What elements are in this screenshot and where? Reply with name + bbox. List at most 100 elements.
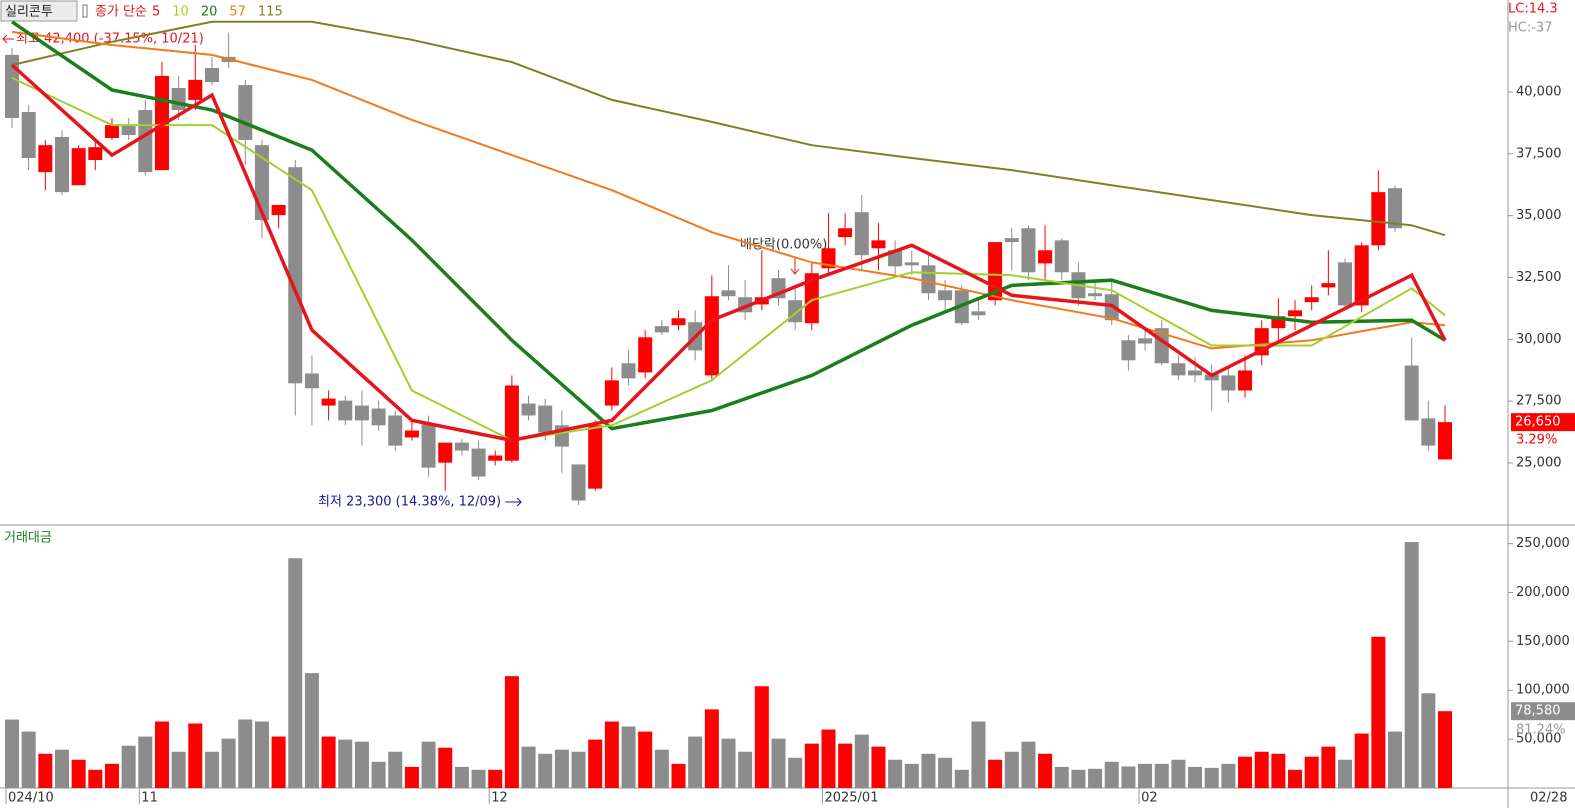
candle-body — [1338, 262, 1353, 306]
volume-bar — [1321, 746, 1336, 788]
candle-body — [1388, 188, 1403, 229]
volume-bar — [704, 709, 719, 788]
candle-body — [838, 228, 853, 238]
volume-bar — [804, 743, 819, 788]
volume-bar — [988, 759, 1003, 788]
volume-bar — [421, 741, 436, 788]
candle-body — [571, 464, 586, 501]
x-tick-label: 11 — [141, 791, 158, 806]
candle-body — [104, 125, 119, 138]
volume-bar — [721, 738, 736, 788]
price-marker-label: 26,650 — [1515, 415, 1561, 430]
volume-bar — [604, 721, 619, 788]
volume-bar — [1254, 751, 1269, 788]
candle-body — [821, 248, 836, 269]
volume-bar — [738, 751, 753, 788]
volume-bar — [754, 686, 769, 788]
candle-body — [338, 400, 353, 421]
volume-bar — [854, 734, 869, 788]
volume-bar — [1404, 542, 1419, 788]
moving-average — [11, 76, 1446, 442]
lc-label: LC:14.3 — [1508, 2, 1558, 17]
volume-bar — [404, 766, 419, 788]
price-change: 3.29% — [1516, 433, 1557, 448]
candle-body — [871, 240, 886, 249]
candle-body — [1188, 370, 1203, 376]
candle-body — [938, 290, 953, 301]
volume-marker — [1511, 702, 1575, 721]
candle-body — [971, 311, 986, 316]
volume-bar — [1304, 756, 1319, 788]
candle-body — [504, 385, 519, 461]
candle-body — [921, 265, 936, 294]
volume-bar — [438, 747, 453, 788]
candle-body — [1421, 418, 1436, 446]
last-date: 02/28 — [1530, 791, 1567, 806]
candle-body — [1221, 375, 1236, 391]
candle-body — [854, 212, 869, 256]
volume-bar — [471, 769, 486, 788]
volume-bar — [1121, 766, 1136, 788]
volume-bar — [1204, 767, 1219, 788]
volume-bar — [321, 736, 336, 788]
volume-bar — [1171, 759, 1186, 788]
candle-body — [1238, 370, 1253, 391]
volume-bar — [1221, 763, 1236, 788]
legend-entry: 10 — [172, 5, 189, 20]
volume-bar — [238, 719, 253, 788]
volume-bar — [1288, 769, 1303, 788]
candle-body — [404, 430, 419, 438]
low-arrow — [505, 497, 522, 507]
volume-bar — [538, 753, 553, 788]
volume-bar — [1338, 759, 1353, 788]
candle-body — [388, 415, 403, 446]
volume-bar — [204, 751, 219, 788]
volume-bar — [554, 749, 569, 788]
candle-body — [1004, 238, 1019, 243]
legend-entry: 20 — [201, 5, 218, 20]
volume-bar — [138, 736, 153, 788]
candle-body — [271, 205, 286, 216]
volume-bar — [454, 766, 469, 788]
candle-body — [288, 167, 303, 384]
volume-bar — [1004, 751, 1019, 788]
volume-bar — [371, 761, 386, 788]
candle-body — [371, 408, 386, 426]
volume-bar — [638, 731, 653, 788]
candle-body — [804, 273, 819, 324]
volume-bar — [788, 757, 803, 788]
volume-change: 81.24% — [1516, 723, 1566, 738]
candle-body — [704, 296, 719, 376]
volume-bar — [821, 729, 836, 788]
candle-body — [1021, 228, 1036, 273]
candle-body — [454, 442, 469, 451]
volume-bar — [971, 721, 986, 788]
candle-body — [321, 398, 336, 406]
volume-bar — [171, 751, 186, 788]
candle-body — [5, 54, 19, 118]
legend-entry: 115 — [258, 5, 283, 20]
candle-body — [1404, 365, 1419, 421]
candle-body — [621, 363, 636, 379]
candle-body — [1271, 316, 1286, 329]
candle-body — [1121, 340, 1136, 361]
volume-bar — [338, 739, 353, 788]
candle-body — [354, 405, 369, 421]
candle-body — [54, 136, 69, 193]
moving-average — [10, 63, 1447, 443]
y-tick-label: 37,500 — [1516, 146, 1562, 161]
dividend-annotation: 배당락(0.00%) — [740, 238, 827, 253]
volume-bar — [938, 757, 953, 788]
candle-body — [188, 79, 203, 100]
y-tick-label: 50,000 — [1516, 732, 1562, 747]
volume-bar — [71, 759, 86, 788]
y-tick-label: 150,000 — [1516, 634, 1570, 649]
candle-body — [521, 403, 536, 416]
x-tick-label: 12 — [491, 791, 508, 806]
volume-bar — [1138, 763, 1153, 788]
volume-bar — [1188, 766, 1203, 788]
x-tick-label: 024/10 — [8, 791, 54, 806]
candle-body — [904, 262, 919, 266]
y-tick-label: 250,000 — [1516, 536, 1570, 551]
candle-body — [1088, 293, 1103, 297]
